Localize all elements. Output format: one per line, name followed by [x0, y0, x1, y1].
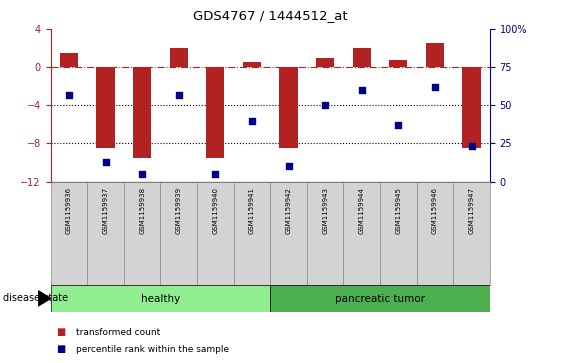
- Point: [467, 143, 476, 149]
- Text: ■: ■: [56, 344, 65, 354]
- Text: GSM1159936: GSM1159936: [66, 187, 72, 234]
- Text: GSM1159942: GSM1159942: [285, 187, 292, 233]
- Bar: [96, 67, 115, 148]
- Bar: [453, 182, 490, 285]
- Point: [137, 171, 146, 177]
- Text: GSM1159939: GSM1159939: [176, 187, 182, 234]
- Point: [175, 92, 184, 98]
- Text: healthy: healthy: [141, 294, 180, 303]
- Text: GSM1159941: GSM1159941: [249, 187, 255, 234]
- Text: GSM1159940: GSM1159940: [212, 187, 218, 234]
- Point: [394, 122, 403, 128]
- Bar: [206, 67, 225, 158]
- Bar: [133, 67, 151, 158]
- Point: [101, 159, 110, 164]
- Bar: [270, 182, 307, 285]
- Point: [320, 102, 329, 108]
- Bar: [462, 67, 481, 148]
- Bar: [426, 43, 444, 67]
- Point: [65, 92, 73, 98]
- Bar: [234, 182, 270, 285]
- Point: [211, 171, 220, 177]
- Bar: [160, 182, 197, 285]
- Bar: [169, 48, 188, 67]
- Bar: [389, 60, 408, 67]
- Text: GSM1159944: GSM1159944: [359, 187, 365, 233]
- Text: ■: ■: [56, 327, 65, 337]
- Text: GSM1159938: GSM1159938: [139, 187, 145, 234]
- Text: GSM1159943: GSM1159943: [322, 187, 328, 234]
- Bar: [243, 62, 261, 67]
- Point: [431, 84, 440, 90]
- Point: [284, 163, 293, 169]
- Bar: [352, 48, 371, 67]
- Bar: [343, 182, 380, 285]
- Text: GSM1159945: GSM1159945: [395, 187, 401, 233]
- Bar: [197, 182, 234, 285]
- Text: GSM1159937: GSM1159937: [102, 187, 109, 234]
- Bar: [51, 285, 270, 312]
- Text: GSM1159947: GSM1159947: [468, 187, 475, 234]
- Bar: [307, 182, 343, 285]
- Text: disease state: disease state: [3, 293, 68, 303]
- Text: GDS4767 / 1444512_at: GDS4767 / 1444512_at: [193, 9, 347, 22]
- Bar: [270, 285, 490, 312]
- Bar: [51, 182, 87, 285]
- Polygon shape: [38, 291, 51, 306]
- Bar: [60, 53, 78, 67]
- Text: transformed count: transformed count: [76, 328, 160, 337]
- Bar: [279, 67, 298, 148]
- Bar: [316, 58, 334, 67]
- Text: pancreatic tumor: pancreatic tumor: [335, 294, 425, 303]
- Text: percentile rank within the sample: percentile rank within the sample: [76, 345, 229, 354]
- Bar: [87, 182, 124, 285]
- Text: GSM1159946: GSM1159946: [432, 187, 438, 234]
- Point: [357, 87, 366, 93]
- Bar: [380, 182, 417, 285]
- Point: [248, 118, 257, 123]
- Bar: [417, 182, 453, 285]
- Bar: [124, 182, 160, 285]
